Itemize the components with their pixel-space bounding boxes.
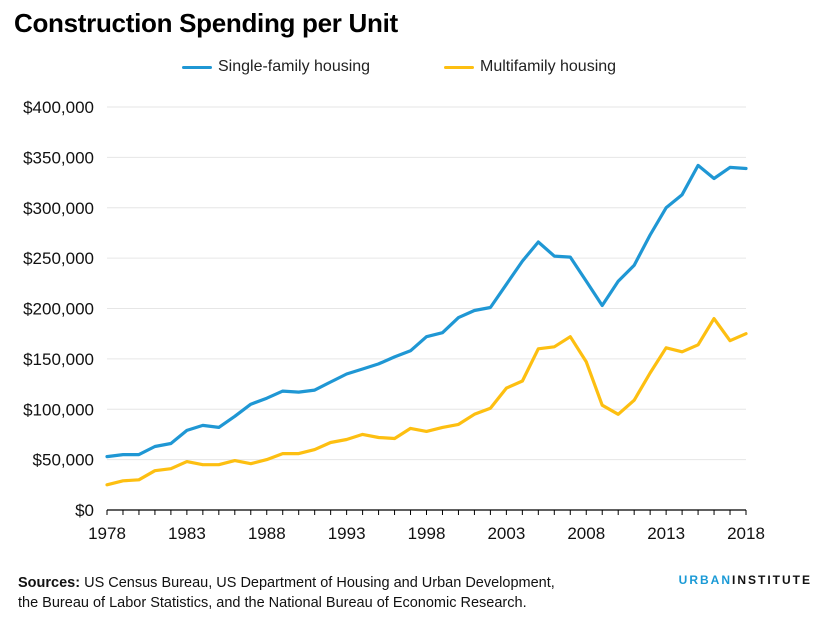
sources-label: Sources: xyxy=(18,575,81,591)
urban-institute-logo: URBANINSTITUTE xyxy=(679,573,812,587)
legend-item-single-family: Single-family housing xyxy=(182,58,370,76)
y-tick-label: $400,000 xyxy=(23,98,94,117)
y-tick-label: $100,000 xyxy=(23,400,94,419)
y-tick-label: $300,000 xyxy=(23,199,94,218)
x-tick-label: 2013 xyxy=(647,524,685,543)
x-tick-label: 1998 xyxy=(408,524,446,543)
brand-part-1: URBAN xyxy=(678,573,732,587)
legend-item-multifamily: Multifamily housing xyxy=(444,58,616,76)
brand-part-2: INSTITUTE xyxy=(732,573,812,587)
multifamily-line xyxy=(105,317,748,487)
sources-line-2: the Bureau of Labor Statistics, and the … xyxy=(18,595,527,611)
y-tick-label: $50,000 xyxy=(33,451,94,470)
x-tick-label: 2003 xyxy=(487,524,525,543)
sources-line-1: US Census Bureau, US Department of Housi… xyxy=(80,575,555,591)
chart-title: Construction Spending per Unit xyxy=(14,8,398,38)
x-tick-label: 1993 xyxy=(328,524,366,543)
legend: Single-family housing Multifamily housin… xyxy=(0,58,824,82)
legend-label-single-family: Single-family housing xyxy=(218,58,371,75)
footer-sources: Sources: US Census Bureau, US Department… xyxy=(18,573,555,613)
legend-swatch-multifamily xyxy=(444,65,474,69)
y-tick-label: $0 xyxy=(75,501,94,520)
x-tick-label: 1983 xyxy=(168,524,206,543)
legend-label-multifamily: Multifamily housing xyxy=(480,58,617,75)
y-tick-label: $250,000 xyxy=(23,249,94,268)
x-tick-label: 1978 xyxy=(88,524,126,543)
x-tick-label: 2008 xyxy=(567,524,605,543)
y-tick-label: $200,000 xyxy=(23,300,94,319)
y-tick-label: $350,000 xyxy=(23,148,94,167)
single-family-line xyxy=(105,163,748,459)
y-tick-label: $150,000 xyxy=(23,350,94,369)
legend-swatch-single-family xyxy=(182,65,212,69)
x-tick-label: 2018 xyxy=(727,524,765,543)
x-tick-label: 1988 xyxy=(248,524,286,543)
